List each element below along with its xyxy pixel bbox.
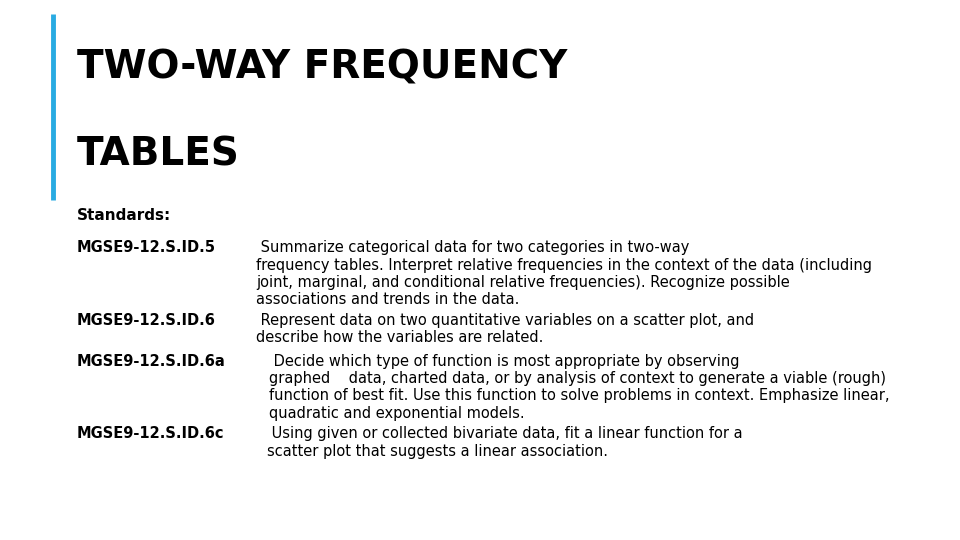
Text: MGSE9-12.S.ID.5: MGSE9-12.S.ID.5: [77, 240, 216, 255]
Text: MGSE9-12.S.ID.6c: MGSE9-12.S.ID.6c: [77, 426, 225, 441]
Text: MGSE9-12.S.ID.6: MGSE9-12.S.ID.6: [77, 313, 216, 328]
Text: TABLES: TABLES: [77, 135, 240, 173]
Text: Using given or collected bivariate data, fit a linear function for a
scatter plo: Using given or collected bivariate data,…: [267, 426, 743, 458]
Text: Summarize categorical data for two categories in two-way
frequency tables. Inter: Summarize categorical data for two categ…: [256, 240, 872, 307]
Text: Standards:: Standards:: [77, 208, 171, 223]
Text: Represent data on two quantitative variables on a scatter plot, and
describe how: Represent data on two quantitative varia…: [256, 313, 755, 345]
Text: Decide which type of function is most appropriate by observing
graphed    data, : Decide which type of function is most ap…: [269, 354, 889, 421]
Text: TWO-WAY FREQUENCY: TWO-WAY FREQUENCY: [77, 49, 567, 86]
Text: MGSE9-12.S.ID.6a: MGSE9-12.S.ID.6a: [77, 354, 226, 369]
